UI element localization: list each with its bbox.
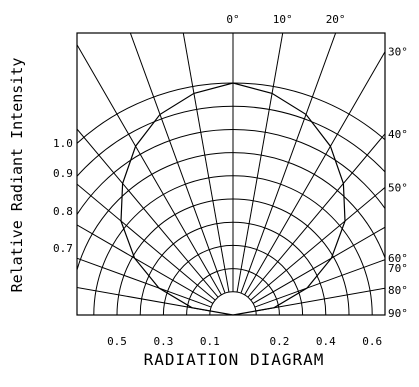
clipped-grid xyxy=(77,33,385,315)
intensity-curve-layer xyxy=(120,82,346,316)
angle-tick-label: 90° xyxy=(388,307,408,320)
grid-spoke xyxy=(129,33,226,294)
scale-tick-label: 0.6 xyxy=(362,335,382,348)
scale-tick-label: 0.5 xyxy=(107,335,127,348)
angle-tick-label: 30° xyxy=(388,46,408,59)
grid-spoke xyxy=(250,186,385,301)
grid-spoke xyxy=(236,33,284,293)
angle-tick-label: 10° xyxy=(273,13,293,26)
grid-spoke xyxy=(77,224,214,304)
scale-tick-label: 0.4 xyxy=(316,335,336,348)
angle-tick-label: 70° xyxy=(388,262,408,275)
intensity-curve xyxy=(120,82,346,316)
angle-tick-label: 50° xyxy=(388,181,408,194)
grid-spoke xyxy=(254,259,385,308)
y-axis-title: Relative Radiant Intensity xyxy=(8,58,26,293)
angle-tick-label: 0° xyxy=(226,13,239,26)
scale-tick-label: 0.1 xyxy=(200,335,220,348)
grid-spoke xyxy=(240,33,337,294)
intensity-tick-label: 0.7 xyxy=(53,242,73,255)
grid-spoke xyxy=(247,133,385,298)
intensity-tick-label: 1.0 xyxy=(53,137,73,150)
intensity-tick-label: 0.9 xyxy=(53,167,73,180)
grid-spoke xyxy=(77,128,219,298)
angle-tick-label: 60° xyxy=(388,252,408,265)
grid-spoke xyxy=(77,286,211,312)
angle-tick-label: 80° xyxy=(388,284,408,297)
grid-ring xyxy=(77,82,385,145)
grid-ring xyxy=(209,291,257,315)
polar-grid xyxy=(76,32,386,316)
grid-spoke xyxy=(77,183,216,301)
grid-spoke xyxy=(244,50,385,296)
grid-spoke xyxy=(255,287,385,312)
angle-tick-label: 20° xyxy=(326,13,346,26)
chart-title: RADIATION DIAGRAM xyxy=(144,350,325,369)
angle-tick-label: 40° xyxy=(388,128,408,141)
tick-labels: 0° 10° 20° 30° 40° 50° 60°70° 80° 90° 1.0 0.9 0.8 0.… xyxy=(53,13,408,348)
grid-spoke xyxy=(77,257,212,308)
intensity-tick-label: 0.8 xyxy=(53,205,73,218)
plot-frame xyxy=(76,32,386,316)
grid-spoke xyxy=(77,43,222,296)
grid-spoke xyxy=(182,33,230,293)
scale-tick-label: 0.3 xyxy=(153,335,173,348)
grid-spoke xyxy=(252,226,385,304)
scale-tick-label: 0.2 xyxy=(269,335,289,348)
